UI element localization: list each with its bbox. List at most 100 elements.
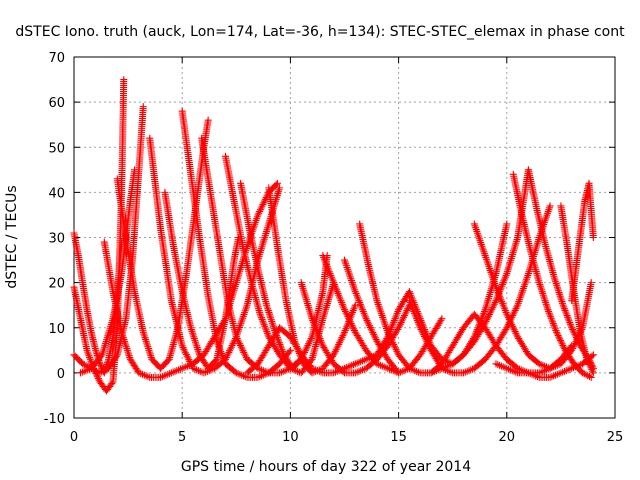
data-point [395, 369, 403, 377]
data-point [549, 318, 557, 326]
data-point [546, 311, 554, 319]
data-point [553, 283, 561, 291]
data-point [100, 345, 108, 353]
data-point [263, 328, 271, 336]
data-point [295, 349, 303, 357]
data-point [543, 302, 551, 310]
data-point [586, 362, 594, 370]
data-point [306, 336, 314, 344]
data-point [237, 343, 245, 351]
data-point [122, 343, 130, 351]
data-point [145, 346, 153, 354]
data-point [367, 325, 375, 333]
data-point [300, 288, 308, 296]
data-point [256, 310, 264, 318]
data-point [334, 342, 342, 350]
data-point [293, 342, 301, 350]
data-series [146, 134, 284, 377]
data-series [341, 256, 403, 377]
data-point [258, 202, 266, 210]
data-point [336, 337, 344, 345]
data-point [337, 335, 345, 343]
data-point [423, 338, 431, 346]
data-point [403, 306, 411, 314]
data-point [558, 340, 566, 348]
x-tick-label: 10 [282, 430, 299, 445]
data-point [140, 332, 148, 340]
data-point [504, 314, 512, 322]
y-tick-label: 0 [57, 367, 65, 382]
data-point [559, 301, 567, 309]
data-point [194, 345, 202, 353]
data-point [561, 306, 569, 314]
data-point [395, 322, 403, 330]
data-point [370, 330, 378, 338]
data-point [397, 319, 405, 327]
data-point [236, 267, 244, 275]
data-point [589, 234, 597, 241]
data-series [113, 116, 212, 372]
data-point [147, 354, 155, 362]
data-point [508, 321, 516, 329]
data-point [343, 311, 351, 319]
data-point [335, 340, 343, 348]
data-point [261, 197, 269, 205]
data-point [263, 301, 271, 309]
data-point [568, 324, 576, 332]
data-point [265, 310, 273, 318]
data-point [364, 318, 372, 326]
data-series [568, 179, 597, 305]
data-point [191, 336, 199, 344]
data-point [342, 309, 350, 317]
data-point [235, 338, 243, 346]
data-point [557, 336, 565, 344]
data-point [509, 310, 517, 318]
data-point [292, 341, 300, 349]
data-point [363, 316, 371, 324]
data-series [509, 170, 595, 381]
data-point [324, 298, 332, 306]
data-point [339, 368, 347, 376]
data-point [338, 333, 346, 341]
data-point [587, 279, 595, 287]
data-point [187, 361, 195, 369]
data-point [482, 302, 490, 310]
data-point [560, 345, 568, 353]
data-point [228, 341, 236, 349]
data-point [286, 346, 294, 354]
data-point [569, 327, 577, 335]
data-point [226, 345, 234, 353]
data-point [341, 306, 348, 314]
data-point [420, 331, 428, 339]
data-point [226, 347, 234, 355]
data-point [258, 315, 266, 323]
data-point [260, 321, 268, 329]
data-point [546, 202, 554, 210]
data-point [183, 352, 191, 360]
data-point [331, 349, 339, 357]
data-point [438, 315, 446, 323]
data-point [344, 313, 352, 321]
data-point [562, 308, 570, 316]
y-tick-label: 20 [48, 277, 65, 292]
data-point [503, 310, 511, 318]
data-point [141, 334, 149, 342]
data-point [390, 340, 398, 348]
data-point [303, 298, 311, 306]
data-point [108, 379, 116, 387]
data-point [307, 335, 315, 343]
x-tick-label: 0 [70, 430, 78, 445]
data-point [304, 341, 312, 349]
data-point [142, 335, 150, 343]
data-point [256, 207, 264, 215]
y-tick-label: 40 [48, 186, 65, 201]
data-point [260, 199, 268, 207]
data-point [584, 359, 592, 367]
data-point [241, 350, 249, 358]
data-point [584, 357, 592, 365]
data-point [189, 331, 197, 339]
data-point [506, 317, 514, 325]
data-point [293, 344, 301, 352]
data-point [233, 335, 241, 343]
data-point [486, 289, 494, 297]
